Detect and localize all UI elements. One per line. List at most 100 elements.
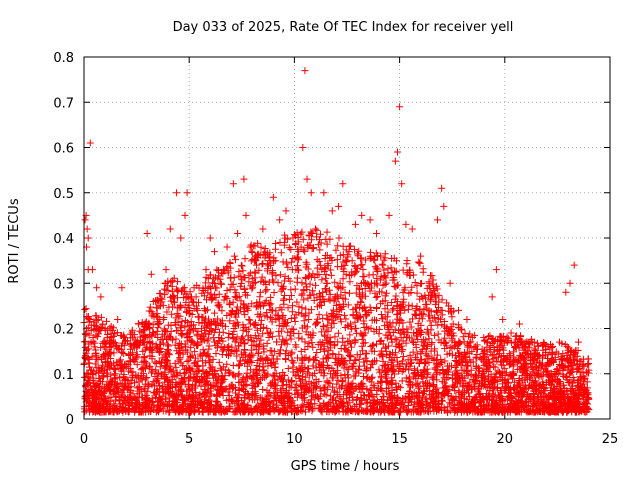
- data-point: [322, 271, 330, 279]
- data-point: [302, 305, 310, 313]
- data-point: [346, 331, 354, 339]
- data-point: [257, 243, 265, 251]
- data-point: [263, 324, 271, 332]
- data-point: [341, 289, 349, 297]
- data-point: [358, 342, 366, 350]
- data-point: [369, 342, 377, 350]
- data-point: [384, 308, 392, 316]
- data-point: [248, 247, 256, 255]
- data-point: [179, 362, 187, 370]
- data-point: [325, 286, 333, 294]
- data-point: [185, 322, 193, 330]
- data-point: [425, 335, 433, 343]
- data-point: [199, 346, 207, 354]
- data-point: [263, 286, 271, 294]
- data-point: [241, 255, 249, 263]
- data-point: [367, 254, 375, 262]
- data-point: [298, 279, 306, 287]
- data-point: [112, 366, 120, 374]
- data-point: [288, 357, 296, 365]
- data-point: [243, 389, 251, 397]
- data-point: [213, 266, 221, 274]
- data-point: [419, 268, 427, 276]
- data-point: [299, 235, 307, 243]
- data-point: [272, 272, 280, 280]
- data-point: [141, 357, 149, 365]
- data-point: [133, 361, 141, 369]
- data-point: [360, 358, 368, 366]
- y-tick-label: 0.5: [53, 187, 74, 202]
- data-point: [255, 266, 263, 274]
- data-point: [380, 256, 388, 264]
- data-point: [319, 355, 327, 363]
- data-point: [233, 352, 241, 360]
- x-tick-label: 5: [185, 432, 193, 447]
- data-point: [319, 322, 327, 330]
- data-point: [389, 306, 396, 314]
- data-point: [362, 292, 370, 300]
- data-point: [358, 261, 366, 269]
- data-point: [267, 300, 275, 308]
- data-point: [146, 303, 154, 311]
- data-point: [281, 231, 289, 239]
- data-point: [209, 334, 217, 342]
- data-point: [378, 260, 386, 268]
- data-point: [373, 303, 381, 311]
- data-point: [302, 408, 310, 416]
- data-point: [339, 377, 347, 385]
- data-point: [326, 296, 334, 304]
- data-point: [256, 293, 264, 301]
- data-point: [368, 347, 376, 355]
- data-point: [164, 342, 172, 350]
- data-point: [335, 350, 343, 358]
- y-tick-label: 0.8: [53, 51, 74, 66]
- data-point: [291, 285, 299, 293]
- data-point: [276, 271, 284, 279]
- data-point: [399, 266, 407, 274]
- x-tick-label: 0: [80, 432, 88, 447]
- data-point: [191, 348, 199, 356]
- data-point: [417, 356, 425, 364]
- data-point: [241, 339, 249, 347]
- data-point: [237, 261, 245, 269]
- data-point: [297, 347, 305, 355]
- data-point: [288, 302, 296, 310]
- data-point: [289, 363, 297, 371]
- data-point: [414, 336, 422, 344]
- data-point: [287, 335, 295, 343]
- data-point: [312, 319, 320, 327]
- data-point: [548, 349, 556, 357]
- data-point: [210, 309, 218, 317]
- data-point: [258, 273, 266, 281]
- y-axis-ticks: 00.10.20.30.40.50.60.70.8: [53, 51, 610, 428]
- data-point: [400, 353, 408, 361]
- data-point: [379, 393, 387, 401]
- data-point: [534, 342, 542, 350]
- data-point: [333, 355, 341, 363]
- data-point: [81, 343, 89, 351]
- data-point: [459, 333, 467, 341]
- data-point: [358, 335, 366, 343]
- data-point: [178, 317, 186, 325]
- data-point: [402, 374, 410, 382]
- data-point: [388, 338, 396, 346]
- data-point: [164, 341, 172, 349]
- data-point: [238, 378, 246, 386]
- data-point: [259, 386, 267, 394]
- data-point: [257, 336, 265, 344]
- data-point: [134, 320, 142, 328]
- data-point: [298, 335, 306, 343]
- data-point: [319, 314, 327, 322]
- data-point: [153, 327, 161, 335]
- data-point: [278, 282, 286, 290]
- data-point: [372, 293, 380, 301]
- data-point: [207, 364, 215, 372]
- data-point: [350, 246, 358, 254]
- data-point: [241, 346, 249, 354]
- data-point: [280, 300, 288, 308]
- data-point: [287, 258, 295, 266]
- data-point: [305, 315, 313, 323]
- data-point: [187, 318, 195, 326]
- data-point: [241, 311, 249, 319]
- x-axis-ticks: 0 5 10 15 20 25: [80, 57, 618, 447]
